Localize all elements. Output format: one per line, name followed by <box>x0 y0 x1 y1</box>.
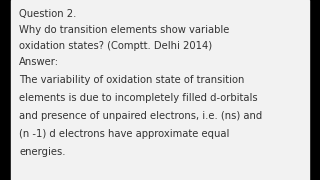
Text: and presence of unpaired electrons, i.e. (ns) and: and presence of unpaired electrons, i.e.… <box>19 111 262 121</box>
Text: Answer:: Answer: <box>19 57 59 67</box>
Text: Question 2.: Question 2. <box>19 8 76 19</box>
Text: The variability of oxidation state of transition: The variability of oxidation state of tr… <box>19 75 244 85</box>
Text: (n -1) d electrons have approximate equal: (n -1) d electrons have approximate equa… <box>19 129 229 139</box>
Text: energies.: energies. <box>19 147 66 157</box>
Text: Why do transition elements show variable: Why do transition elements show variable <box>19 25 229 35</box>
Text: oxidation states? (Comptt. Delhi 2014): oxidation states? (Comptt. Delhi 2014) <box>19 41 212 51</box>
Text: elements is due to incompletely filled d-orbitals: elements is due to incompletely filled d… <box>19 93 258 103</box>
